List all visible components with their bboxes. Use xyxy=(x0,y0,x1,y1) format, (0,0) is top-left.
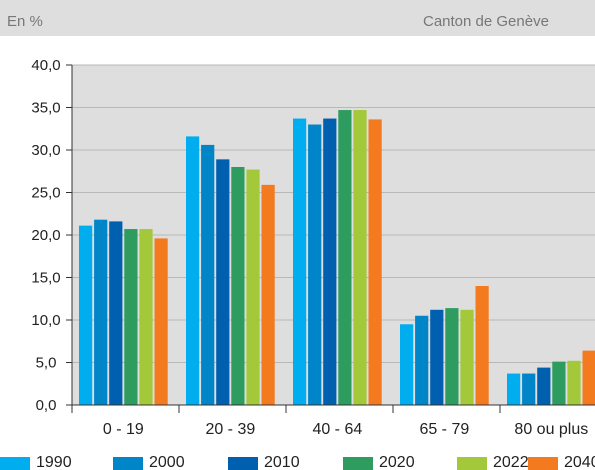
bar xyxy=(201,144,215,405)
bar xyxy=(246,169,260,405)
y-tick-label: 35,0 xyxy=(31,100,60,117)
y-tick-label: 5,0 xyxy=(36,355,57,372)
bar xyxy=(445,308,459,405)
region-label: Canton de Genève xyxy=(423,13,549,30)
bar xyxy=(552,361,566,405)
unit-label: En % xyxy=(7,13,43,30)
bar xyxy=(368,119,382,406)
legend-swatch xyxy=(228,457,258,470)
y-tick-label: 25,0 xyxy=(31,185,60,202)
x-axis-ticks: 0 - 19 20 - 39 40 - 64 65 - 79 80 ou plus xyxy=(103,405,588,438)
x-tick-label: 65 - 79 xyxy=(419,421,469,438)
bar xyxy=(186,136,200,405)
x-tick-label: 0 - 19 xyxy=(103,421,144,438)
bar xyxy=(507,373,521,405)
bars xyxy=(79,110,595,406)
chart-header: En % Canton de Genève xyxy=(0,0,595,36)
bar xyxy=(293,118,307,406)
y-axis-ticks: 0,0 5,0 10,0 15,0 20,0 25,0 30,0 35,0 40,0 xyxy=(31,57,72,414)
legend-label: 2040 xyxy=(564,454,595,470)
axes xyxy=(71,65,595,413)
y-tick-label: 40,0 xyxy=(31,57,60,74)
bar xyxy=(582,350,595,405)
bar xyxy=(460,309,474,405)
legend-label: 1990 xyxy=(36,454,72,470)
x-tick-label: 80 ou plus xyxy=(514,421,588,438)
bar xyxy=(261,184,275,405)
bar xyxy=(353,110,367,406)
bar xyxy=(338,110,352,406)
legend-label: 2000 xyxy=(149,454,185,470)
bar xyxy=(522,373,536,405)
y-tick-label: 10,0 xyxy=(31,312,60,329)
bar xyxy=(323,118,337,406)
legend-swatch xyxy=(113,457,143,470)
bar xyxy=(308,124,322,405)
legend-swatch xyxy=(528,457,558,470)
legend-swatch xyxy=(0,457,30,470)
x-tick-label: 20 - 39 xyxy=(205,421,255,438)
bar xyxy=(231,167,245,405)
y-tick-label: 15,0 xyxy=(31,270,60,287)
legend-swatch xyxy=(457,457,487,470)
legend: 1990 2000 2010 2020 2022 2040 xyxy=(0,449,595,470)
bar xyxy=(154,238,168,405)
bar-chart: 0,0 5,0 10,0 15,0 20,0 25,0 30,0 35,0 40,0 0 - 1… xyxy=(31,57,595,438)
y-tick-label: 30,0 xyxy=(31,142,60,159)
y-tick-label: 0,0 xyxy=(36,397,57,414)
bar xyxy=(109,221,123,405)
bar xyxy=(216,159,230,405)
bar xyxy=(400,324,414,405)
bar xyxy=(94,219,108,405)
bar xyxy=(567,360,581,405)
legend-label: 2010 xyxy=(264,454,300,470)
bar xyxy=(537,367,551,405)
x-tick-label: 40 - 64 xyxy=(312,421,362,438)
bar xyxy=(79,225,93,405)
bar xyxy=(415,315,429,405)
legend-swatch xyxy=(343,457,373,470)
y-tick-label: 20,0 xyxy=(31,227,60,244)
bar xyxy=(475,286,489,405)
bar xyxy=(139,229,153,405)
bar xyxy=(124,229,138,405)
legend-label: 2020 xyxy=(379,454,415,470)
legend-label: 2022 xyxy=(493,454,529,470)
bar xyxy=(430,309,444,405)
